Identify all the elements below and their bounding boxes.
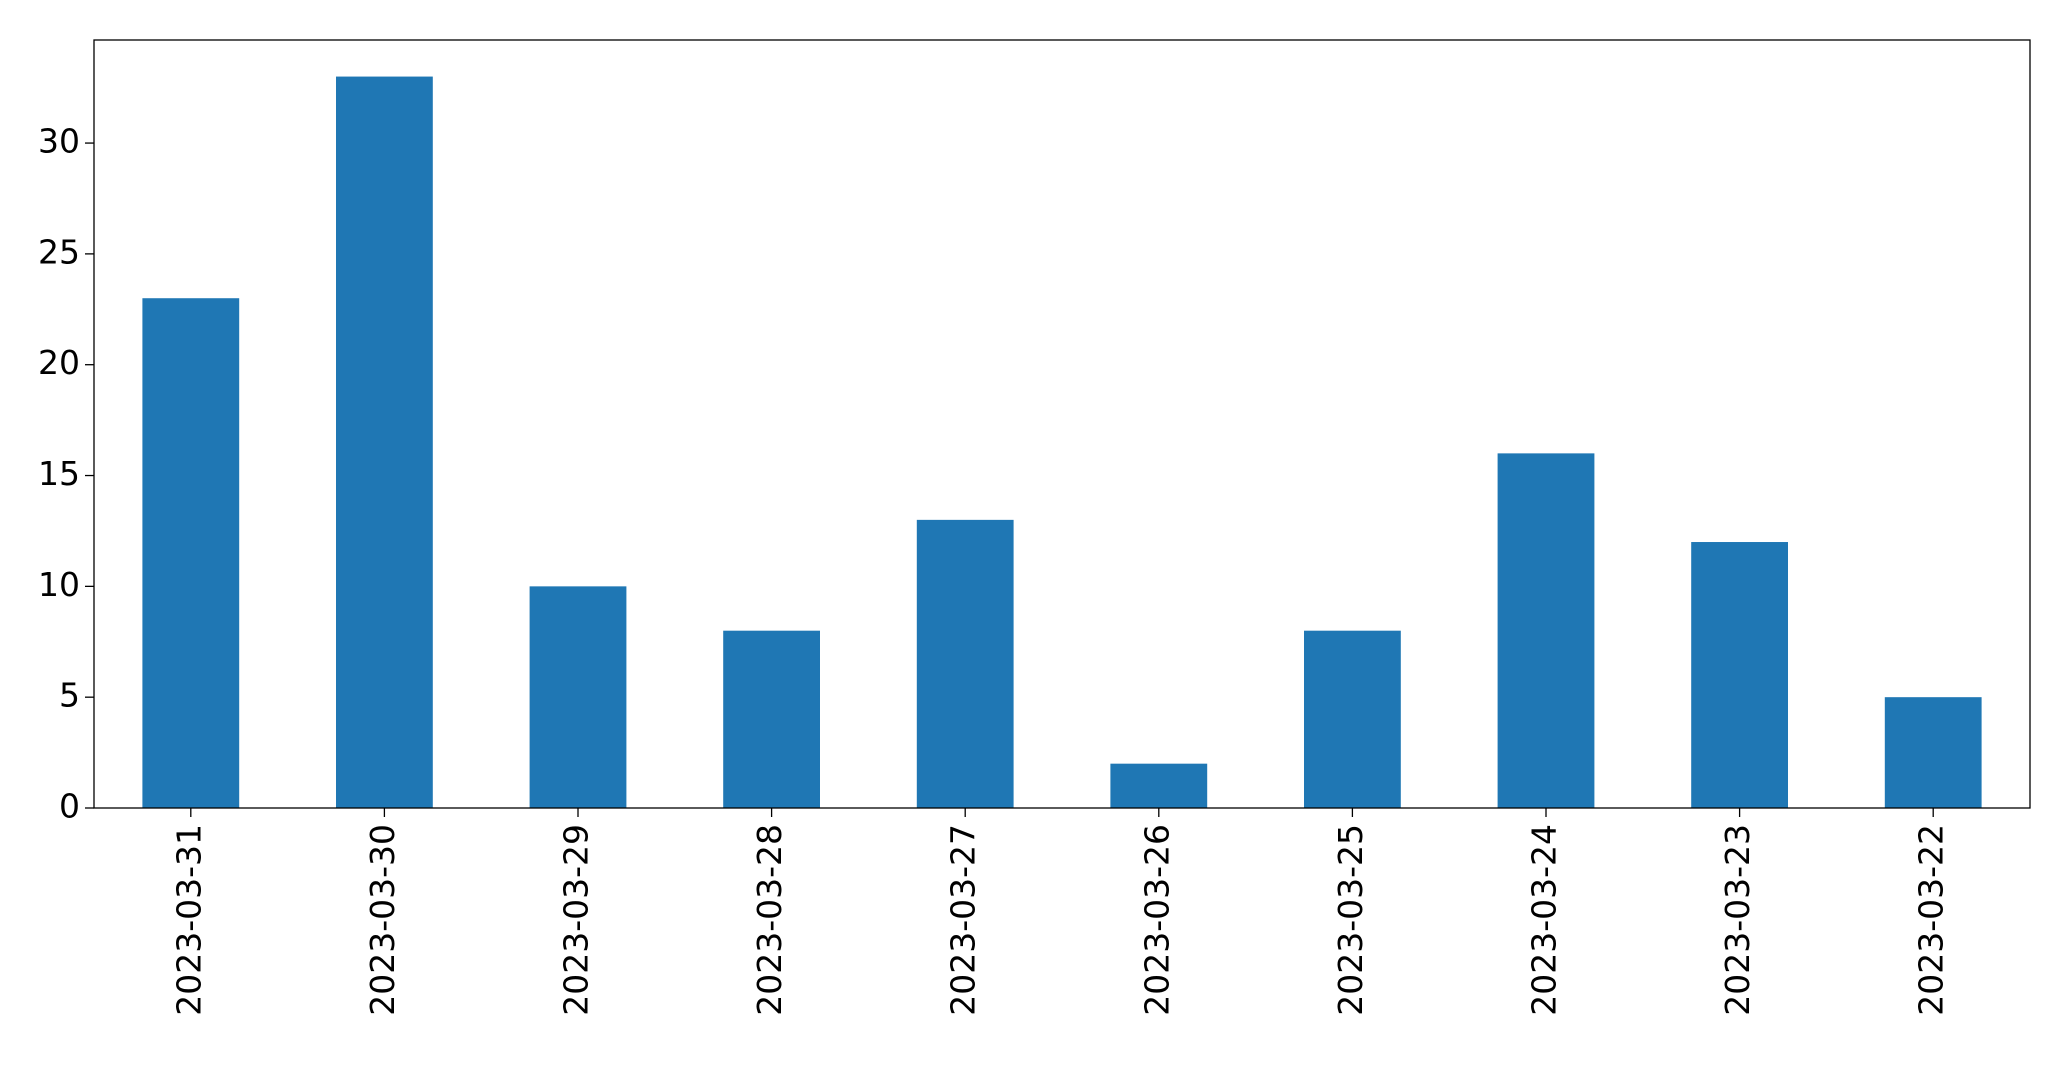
x-tick-label: 2023-03-24 (1525, 824, 1564, 1016)
bar (723, 630, 820, 808)
bar (916, 519, 1014, 808)
x-tick-label: 2023-03-25 (1331, 824, 1370, 1016)
y-tick-label: 25 (38, 232, 80, 271)
plot-frame (93, 39, 2031, 809)
x-tick-label: 2023-03-28 (750, 824, 789, 1016)
bar (336, 76, 433, 809)
bar (1497, 453, 1595, 808)
x-tick-label: 2023-03-30 (363, 824, 402, 1016)
x-tick-label: 2023-03-27 (944, 824, 983, 1016)
x-tick-label: 2023-03-29 (557, 824, 596, 1016)
bar (1884, 697, 1982, 808)
y-tick-label: 20 (38, 343, 80, 382)
bar (1110, 763, 1208, 808)
y-tick-label: 5 (59, 676, 80, 715)
bar (1304, 630, 1401, 808)
bar (529, 586, 627, 808)
x-tick-label: 2023-03-22 (1912, 824, 1951, 1016)
x-tick-label: 2023-03-26 (1137, 824, 1176, 1016)
bar (142, 298, 240, 808)
y-tick-label: 15 (38, 454, 80, 493)
y-tick-label: 0 (59, 787, 80, 826)
x-tick-label: 2023-03-23 (1718, 824, 1757, 1016)
bar (1691, 542, 1788, 808)
y-tick-label: 30 (38, 122, 80, 161)
y-tick-label: 10 (38, 565, 80, 604)
x-tick-label: 2023-03-31 (169, 824, 208, 1016)
